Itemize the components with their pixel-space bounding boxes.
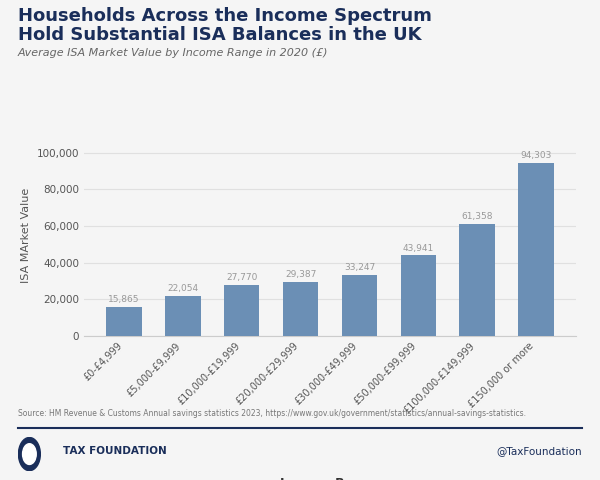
X-axis label: Income Range: Income Range bbox=[280, 477, 380, 480]
Text: 15,865: 15,865 bbox=[108, 295, 140, 304]
Text: Source: HM Revenue & Customs Annual savings statistics 2023, https://www.gov.uk/: Source: HM Revenue & Customs Annual savi… bbox=[18, 409, 526, 418]
Text: 33,247: 33,247 bbox=[344, 264, 375, 272]
Bar bbox=[106, 307, 142, 336]
Bar bbox=[165, 296, 200, 336]
Text: 61,358: 61,358 bbox=[461, 212, 493, 221]
Text: 22,054: 22,054 bbox=[167, 284, 199, 293]
Bar bbox=[342, 275, 377, 336]
Text: Hold Substantial ISA Balances in the UK: Hold Substantial ISA Balances in the UK bbox=[18, 26, 421, 45]
Bar bbox=[224, 285, 259, 336]
Text: Households Across the Income Spectrum: Households Across the Income Spectrum bbox=[18, 7, 432, 25]
Text: 94,303: 94,303 bbox=[520, 151, 551, 160]
Circle shape bbox=[19, 437, 40, 471]
Text: 29,387: 29,387 bbox=[285, 270, 316, 279]
Y-axis label: ISA MArket Value: ISA MArket Value bbox=[21, 188, 31, 283]
Text: @TaxFoundation: @TaxFoundation bbox=[496, 446, 582, 456]
Text: Average ISA Market Value by Income Range in 2020 (£): Average ISA Market Value by Income Range… bbox=[18, 48, 329, 58]
Text: 27,770: 27,770 bbox=[226, 273, 257, 282]
Bar bbox=[401, 255, 436, 336]
Text: TAX FOUNDATION: TAX FOUNDATION bbox=[63, 446, 167, 456]
Bar bbox=[283, 282, 318, 336]
Circle shape bbox=[23, 444, 36, 465]
Bar bbox=[518, 163, 554, 336]
Bar bbox=[460, 224, 495, 336]
Text: 43,941: 43,941 bbox=[403, 244, 434, 252]
